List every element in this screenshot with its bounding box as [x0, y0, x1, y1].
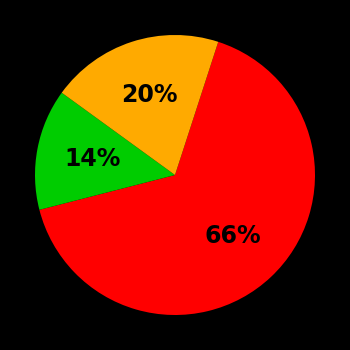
- Wedge shape: [35, 93, 175, 210]
- Wedge shape: [40, 42, 315, 315]
- Text: 14%: 14%: [64, 147, 121, 171]
- Wedge shape: [62, 35, 218, 175]
- Text: 20%: 20%: [121, 83, 177, 107]
- Text: 66%: 66%: [204, 224, 261, 248]
